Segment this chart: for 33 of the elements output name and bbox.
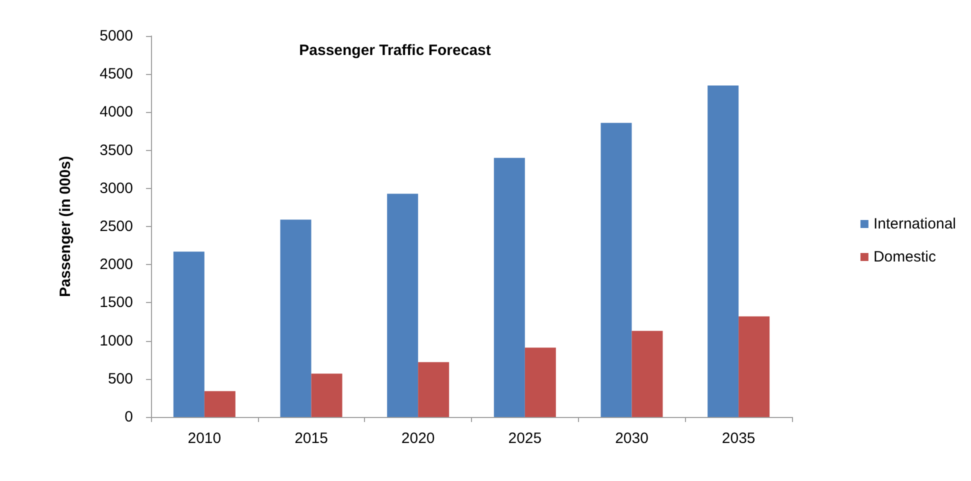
y-tick-label: 1500: [100, 294, 133, 312]
y-tick-label: 1000: [100, 332, 133, 350]
bar: [311, 374, 342, 417]
bar: [387, 194, 418, 417]
y-tick-label: 500: [108, 370, 133, 388]
x-tick-label: 2035: [722, 430, 756, 447]
x-tick-label: 2010: [188, 430, 222, 447]
y-tick-label: 0: [124, 408, 133, 426]
bar: [524, 348, 556, 417]
bar: [600, 122, 632, 417]
legend-label: Domestic: [873, 248, 936, 266]
bar: [280, 220, 312, 417]
bar: [494, 158, 525, 417]
bar: [738, 316, 770, 417]
bar: [708, 86, 739, 417]
y-tick-label: 2000: [100, 256, 133, 274]
bar: [204, 391, 236, 417]
x-tick-label: 2015: [294, 430, 328, 447]
bar: [173, 252, 204, 417]
y-tick-label: 2500: [100, 218, 133, 235]
x-tick-label: 2025: [508, 430, 542, 447]
x-tick-label: 2020: [401, 430, 435, 447]
y-tick-label: 4000: [100, 104, 133, 121]
legend-label: International: [873, 216, 956, 232]
y-tick-label: 3000: [100, 180, 133, 197]
y-axis-title: Passenger (in 000s): [57, 156, 74, 297]
y-tick-label: 5000: [100, 28, 133, 44]
y-tick-label: 3500: [100, 142, 133, 159]
x-tick-label: 2030: [615, 430, 648, 447]
chart-title: Passenger Traffic Forecast: [299, 42, 491, 59]
y-tick-label: 4500: [100, 66, 133, 83]
bar: [632, 330, 663, 417]
bar: [418, 362, 450, 417]
